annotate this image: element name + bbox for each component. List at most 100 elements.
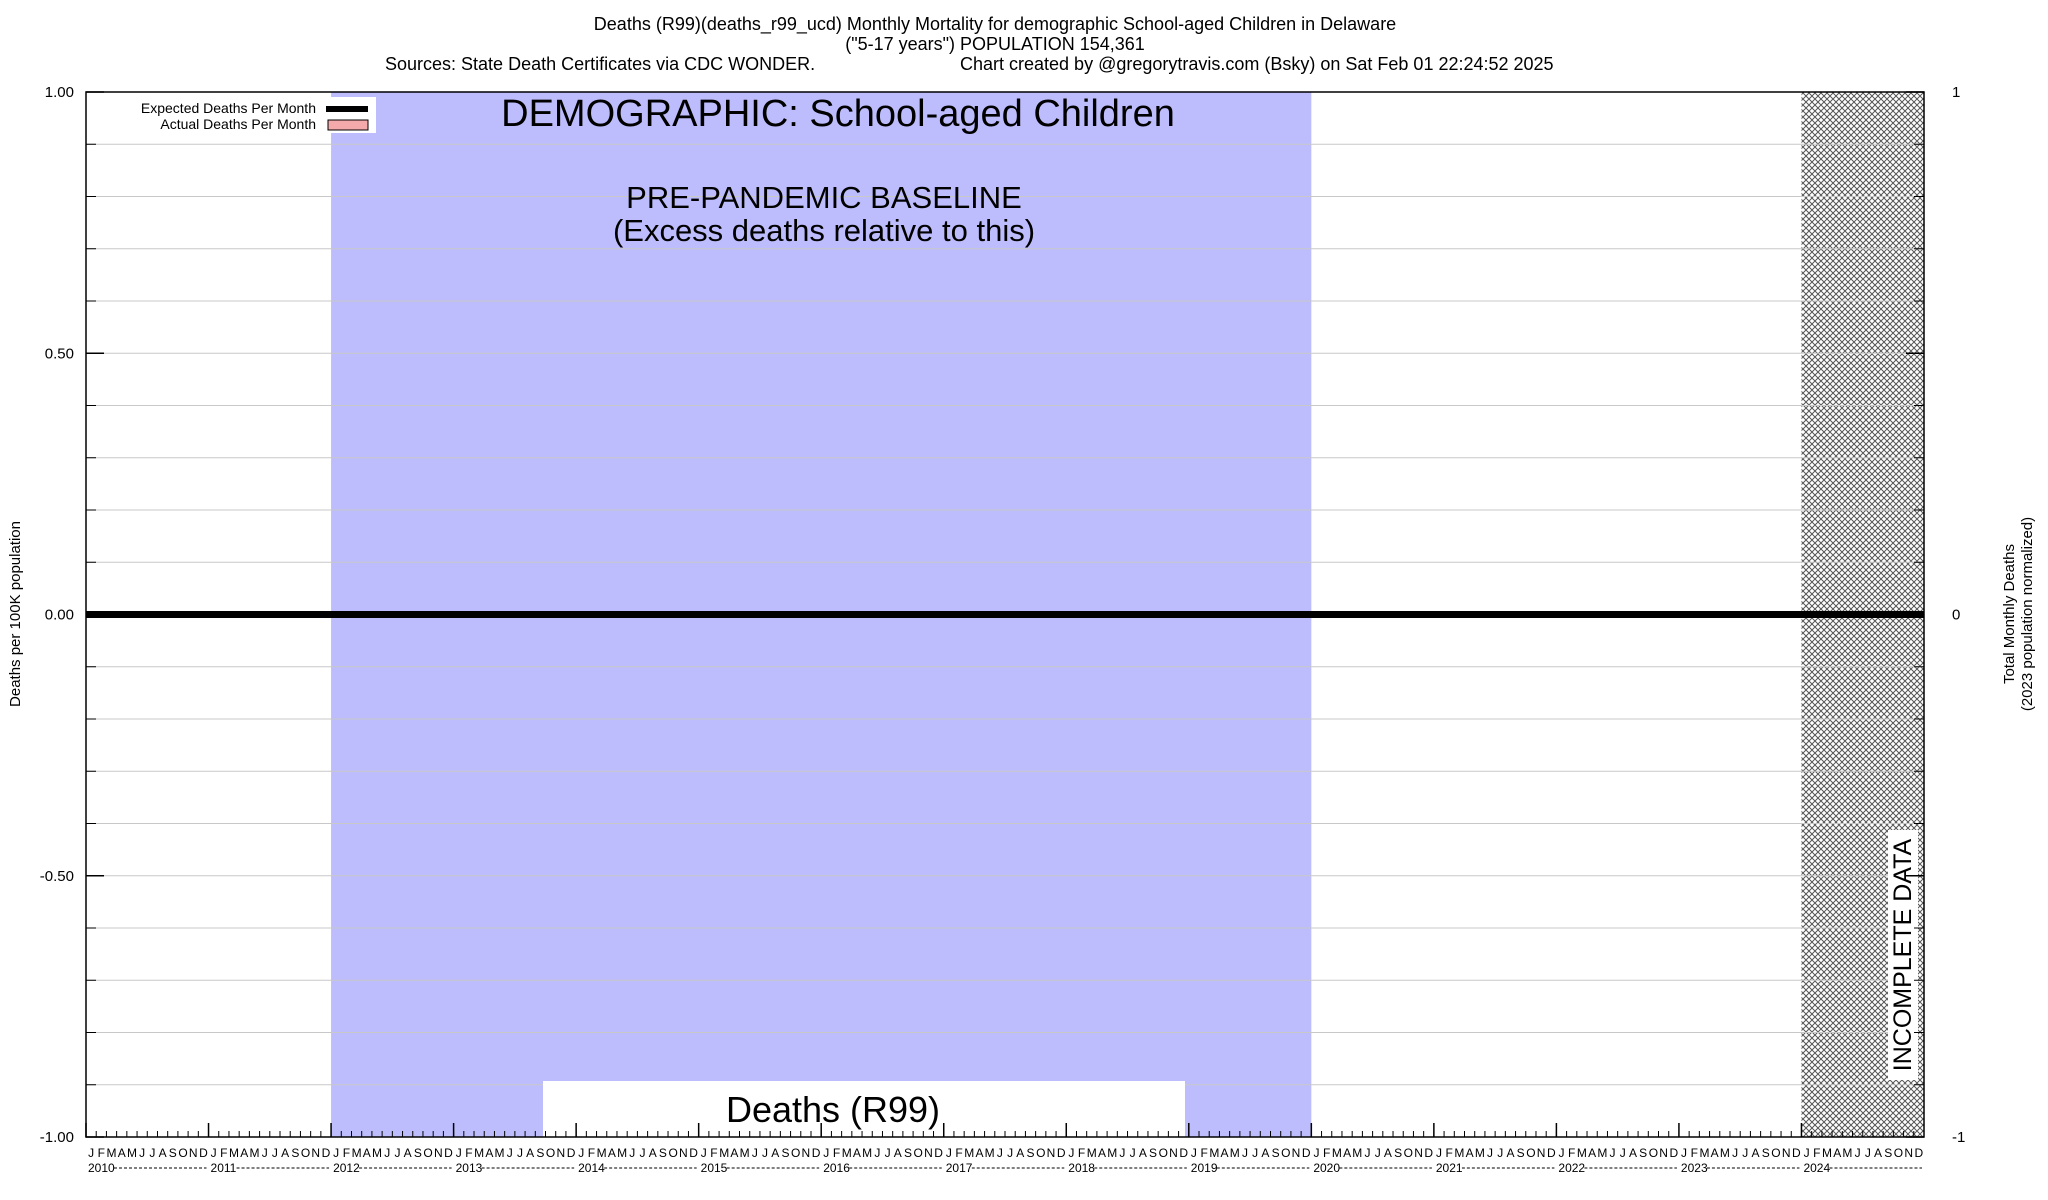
x-month-label: M: [1454, 1146, 1464, 1160]
x-month-label: A: [363, 1146, 371, 1160]
x-month-label: D: [1669, 1146, 1678, 1160]
x-month-label: S: [1272, 1146, 1280, 1160]
x-month-label: M: [1720, 1146, 1730, 1160]
x-month-label: M: [1475, 1146, 1485, 1160]
x-month-label: M: [107, 1146, 117, 1160]
x-month-label: D: [934, 1146, 943, 1160]
x-month-label: F: [1323, 1146, 1330, 1160]
x-month-label: A: [853, 1146, 861, 1160]
y-tick-label: 1.00: [45, 84, 74, 101]
x-month-label: A: [159, 1146, 167, 1160]
x-year-label: 2024: [1803, 1161, 1830, 1175]
x-month-label: A: [485, 1146, 493, 1160]
x-month-label: N: [1537, 1146, 1546, 1160]
sources-text: Sources: State Death Certificates via CD…: [385, 54, 816, 74]
x-month-label: J: [640, 1146, 646, 1160]
x-month-label: A: [1506, 1146, 1514, 1160]
x-month-label: J: [1497, 1146, 1503, 1160]
x-year-label-bg: [944, 1161, 972, 1174]
x-month-label: M: [1087, 1146, 1097, 1160]
x-month-label: M: [1230, 1146, 1240, 1160]
x-year-label-bg: [1067, 1161, 1095, 1174]
x-month-label: S: [536, 1146, 544, 1160]
baseline-annotation-line1: PRE-PANDEMIC BASELINE: [626, 180, 1022, 215]
x-month-label: M: [1842, 1146, 1852, 1160]
x-month-label: J: [139, 1146, 145, 1160]
x-month-label: M: [1332, 1146, 1342, 1160]
x-month-label: J: [752, 1146, 758, 1160]
y-axis-title: Deaths per 100K population: [7, 521, 24, 707]
x-year-label-bg: [1312, 1161, 1340, 1174]
x-month-label: J: [211, 1146, 217, 1160]
cause-label-box: [543, 1081, 1185, 1137]
x-month-label: J: [262, 1146, 268, 1160]
x-month-label: J: [333, 1146, 339, 1160]
x-month-label: M: [1699, 1146, 1709, 1160]
x-month-label: S: [1394, 1146, 1402, 1160]
x-month-label: F: [98, 1146, 105, 1160]
x-month-label: J: [1191, 1146, 1197, 1160]
x-month-label: J: [1855, 1146, 1861, 1160]
x-month-label: O: [1526, 1146, 1535, 1160]
x-month-label: O: [1894, 1146, 1903, 1160]
x-year-label-bg: [577, 1161, 605, 1174]
y-tick-label: 0.00: [45, 607, 74, 624]
credit-text: Chart created by @gregorytravis.com (Bsk…: [960, 54, 1554, 74]
x-year-label: 2022: [1558, 1161, 1585, 1175]
x-month-label: J: [456, 1146, 462, 1160]
x-month-label: A: [608, 1146, 616, 1160]
y2-axis-title-line1: Total Monthly Deaths: [2001, 544, 2018, 684]
x-month-label: M: [249, 1146, 259, 1160]
x-month-label: J: [823, 1146, 829, 1160]
x-month-label: M: [1352, 1146, 1362, 1160]
x-month-label: S: [781, 1146, 789, 1160]
x-month-label: F: [1200, 1146, 1207, 1160]
x-month-label: N: [1292, 1146, 1301, 1160]
x-month-label: M: [495, 1146, 505, 1160]
x-month-label: N: [1414, 1146, 1423, 1160]
x-month-label: D: [567, 1146, 576, 1160]
x-month-label: F: [833, 1146, 840, 1160]
x-month-label: M: [1597, 1146, 1607, 1160]
x-year-label-bg: [332, 1161, 360, 1174]
x-month-label: M: [617, 1146, 627, 1160]
x-month-label: J: [1313, 1146, 1319, 1160]
x-month-label: J: [997, 1146, 1003, 1160]
x-month-label: M: [229, 1146, 239, 1160]
x-month-label: A: [894, 1146, 902, 1160]
x-month-label: M: [127, 1146, 137, 1160]
y-tick-label: -1.00: [40, 1129, 74, 1146]
x-year-label: 2016: [823, 1161, 850, 1175]
x-month-label: M: [985, 1146, 995, 1160]
x-month-label: J: [1130, 1146, 1136, 1160]
x-month-label: O: [914, 1146, 923, 1160]
x-month-label: D: [1424, 1146, 1433, 1160]
x-month-label: F: [1446, 1146, 1453, 1160]
x-year-label-bg: [1802, 1161, 1830, 1174]
x-month-label: O: [1036, 1146, 1045, 1160]
x-year-label-bg: [209, 1161, 237, 1174]
x-month-label: J: [1732, 1146, 1738, 1160]
x-month-label: M: [1577, 1146, 1587, 1160]
x-year-label-bg: [87, 1161, 114, 1174]
x-month-label: S: [659, 1146, 667, 1160]
x-month-label: A: [649, 1146, 657, 1160]
x-month-label: A: [1098, 1146, 1106, 1160]
x-month-label: D: [812, 1146, 821, 1160]
x-year-label-bg: [1189, 1161, 1217, 1174]
x-month-label: O: [423, 1146, 432, 1160]
x-month-label: J: [1242, 1146, 1248, 1160]
x-month-label: D: [444, 1146, 453, 1160]
x-month-label: J: [517, 1146, 523, 1160]
y2-tick-label: -1: [1952, 1129, 1965, 1146]
x-month-label: S: [1762, 1146, 1770, 1160]
x-month-label: S: [1884, 1146, 1892, 1160]
x-month-label: A: [1711, 1146, 1719, 1160]
x-month-label: S: [1027, 1146, 1035, 1160]
y2-tick-label: 1: [1952, 84, 1960, 101]
x-month-label: D: [199, 1146, 208, 1160]
y-tick-label: -0.50: [40, 868, 74, 885]
x-month-label: M: [1107, 1146, 1117, 1160]
x-month-label: A: [118, 1146, 126, 1160]
x-month-label: O: [668, 1146, 677, 1160]
